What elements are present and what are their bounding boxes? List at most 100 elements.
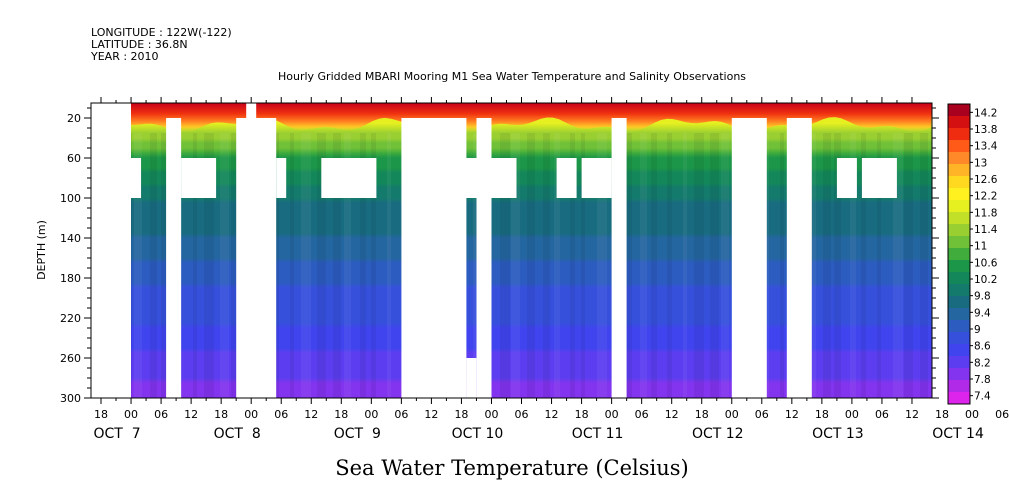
variability-stripe <box>850 133 856 398</box>
variability-stripe <box>904 133 913 398</box>
variability-stripe <box>834 133 841 398</box>
colorbar-swatch <box>948 272 970 285</box>
missing-data-block <box>401 118 457 398</box>
colorbar-swatch <box>948 164 970 177</box>
variability-stripe <box>231 133 239 398</box>
variability-stripe <box>204 133 214 398</box>
colorbar-swatch <box>948 260 970 273</box>
colorbar-swatch <box>948 332 970 345</box>
x-hour-label: 00 <box>364 408 378 421</box>
missing-data-block <box>236 118 277 398</box>
x-hour-label: 18 <box>935 408 949 421</box>
colorbar-swatch <box>948 248 970 261</box>
colorbar-swatch <box>948 344 970 357</box>
variability-stripe <box>360 133 366 398</box>
colorbar-label: 13.4 <box>974 141 998 153</box>
latitude-label: LATITUDE : 36.8N <box>91 38 188 51</box>
variability-stripe <box>877 133 881 398</box>
y-tick-label: 180 <box>60 272 81 285</box>
x-hour-label: 18 <box>695 408 709 421</box>
colorbar-swatch <box>948 236 970 249</box>
x-day-label: OCT 11 <box>572 426 624 442</box>
x-hour-label: 06 <box>995 408 1009 421</box>
x-axis: 18 00 06 12 18 00 06 12 18 00 06 12 18 00 06 12 18 00 06 12… <box>93 97 1009 442</box>
colorbar-swatch <box>948 224 970 237</box>
colorbar-swatch <box>948 200 970 213</box>
surface-warm-layer <box>91 103 932 133</box>
colorbar-label: 13 <box>974 157 987 169</box>
missing-data-block <box>91 103 131 398</box>
variability-stripe <box>290 133 294 398</box>
x-hour-label: 00 <box>725 408 739 421</box>
missing-data-block <box>611 118 627 398</box>
colorbar-swatch <box>948 116 970 129</box>
missing-data-block <box>246 103 257 118</box>
variability-stripe <box>387 133 391 398</box>
y-axis-label: DEPTH (m) <box>35 220 48 280</box>
colorbar-label: 14.2 <box>974 107 997 119</box>
variability-stripe <box>694 133 704 398</box>
colorbar-label: 7.8 <box>974 374 991 386</box>
colorbar: 14.2 13.8 13.4 13 12.6 12.2 11.8 11.4 11 10.6 10.2… <box>947 103 998 405</box>
variability-stripe <box>317 133 326 398</box>
variability-stripe <box>301 133 311 398</box>
missing-data-block <box>476 118 492 398</box>
x-axis-title: Sea Water Temperature (Celsius) <box>335 456 689 480</box>
colorbar-label: 11.8 <box>974 207 997 219</box>
missing-data-block <box>786 118 812 398</box>
missing-data-block <box>131 158 141 198</box>
colorbar-frame <box>947 103 971 405</box>
x-hour-label: 18 <box>214 408 228 421</box>
missing-data-block <box>166 118 182 398</box>
x-hour-label: 18 <box>94 408 108 421</box>
y-tick-label: 260 <box>60 352 81 365</box>
variability-stripe <box>150 133 157 398</box>
variability-stripe <box>333 133 341 398</box>
colorbar-swatch <box>948 356 970 369</box>
x-hour-label: 06 <box>755 408 769 421</box>
x-hour-label: 12 <box>184 408 198 421</box>
variability-stripe <box>667 133 672 398</box>
x-day-label: OCT 9 <box>334 426 381 442</box>
variability-stripe <box>473 133 478 398</box>
colorbar-label: 9.8 <box>974 291 991 303</box>
x-hour-label: 12 <box>424 408 438 421</box>
colorbar-label: 10.2 <box>974 274 997 286</box>
chart-title: Hourly Gridded MBARI Mooring M1 Sea Wate… <box>278 70 746 83</box>
y-axis: 20 60 100 140 180 220 260 300 <box>60 107 939 405</box>
colorbar-swatch <box>948 152 970 165</box>
colorbar-swatch <box>948 380 970 393</box>
variability-stripe <box>624 133 632 398</box>
x-day-label: OCT 10 <box>452 426 504 442</box>
missing-data-blocks <box>91 103 897 398</box>
colorbar-swatch <box>948 368 970 381</box>
x-hour-label: 00 <box>605 408 619 421</box>
colorbar-label: 12.2 <box>974 191 997 203</box>
colorbar-swatch <box>948 176 970 189</box>
variability-stripe <box>597 133 607 398</box>
colorbar-label: 8.2 <box>974 357 991 369</box>
colorbar-swatch <box>948 212 970 225</box>
variability-stripe <box>823 133 831 398</box>
missing-data-block <box>466 358 477 398</box>
colorbar-swatch <box>948 104 970 117</box>
variability-stripe <box>344 133 351 398</box>
colorbar-label: 9 <box>974 324 981 336</box>
colorbar-swatch <box>948 296 970 309</box>
variability-stripe <box>371 133 376 398</box>
variability-stripe <box>651 133 657 398</box>
x-hour-label: 18 <box>334 408 348 421</box>
colorbar-swatch <box>948 308 970 321</box>
x-hour-label: 06 <box>515 408 529 421</box>
variability-stripe <box>511 133 520 398</box>
colorbar-label: 7.4 <box>974 391 991 403</box>
x-hour-label: 06 <box>154 408 168 421</box>
y-tick-label: 300 <box>60 392 81 405</box>
missing-data-block <box>321 158 377 198</box>
missing-data-block <box>836 158 857 198</box>
x-day-label: OCT 8 <box>214 426 261 442</box>
missing-data-block <box>731 118 767 398</box>
x-day-label: OCT 13 <box>812 426 864 442</box>
missing-data-block <box>861 158 897 198</box>
colorbar-swatch <box>948 188 970 201</box>
